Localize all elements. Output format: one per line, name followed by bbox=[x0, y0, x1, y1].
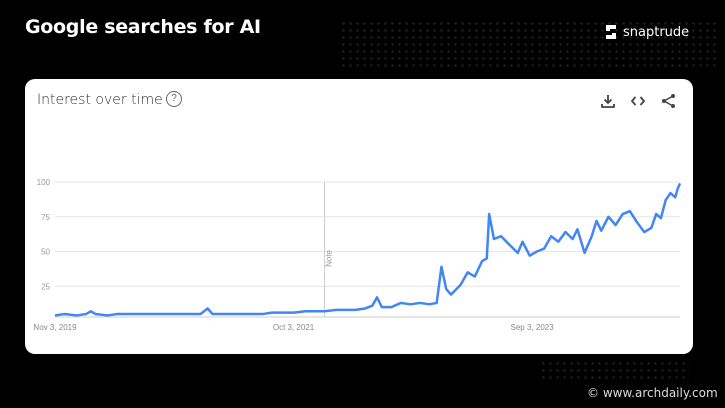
series-line bbox=[54, 182, 682, 317]
x-tick-label: Nov 3, 2019 bbox=[33, 323, 77, 332]
credit-text: © www.archdaily.com bbox=[587, 386, 718, 400]
brand-name: snaptrude bbox=[623, 24, 690, 40]
dot-pattern-decoration bbox=[540, 360, 690, 380]
card-title: Interest over time bbox=[37, 92, 163, 108]
snaptrude-logo-icon bbox=[606, 25, 616, 39]
note-label: Note bbox=[325, 249, 334, 266]
download-icon[interactable] bbox=[599, 92, 617, 110]
y-tick-label: 50 bbox=[41, 248, 50, 257]
headline: Google searches for AI bbox=[25, 16, 261, 38]
x-tick-label: Oct 3, 2021 bbox=[273, 323, 315, 332]
y-tick-label: 25 bbox=[41, 282, 50, 291]
x-tick-label: Sep 3, 2023 bbox=[511, 323, 555, 332]
embed-code-icon[interactable] bbox=[629, 92, 647, 110]
dot-pattern-decoration bbox=[340, 20, 720, 70]
question-circle-icon[interactable]: ? bbox=[166, 91, 182, 107]
share-icon[interactable] bbox=[660, 92, 678, 110]
brand-logo: snaptrude bbox=[604, 24, 689, 40]
y-tick-label: 75 bbox=[41, 213, 50, 222]
y-tick-label: 100 bbox=[37, 178, 51, 187]
